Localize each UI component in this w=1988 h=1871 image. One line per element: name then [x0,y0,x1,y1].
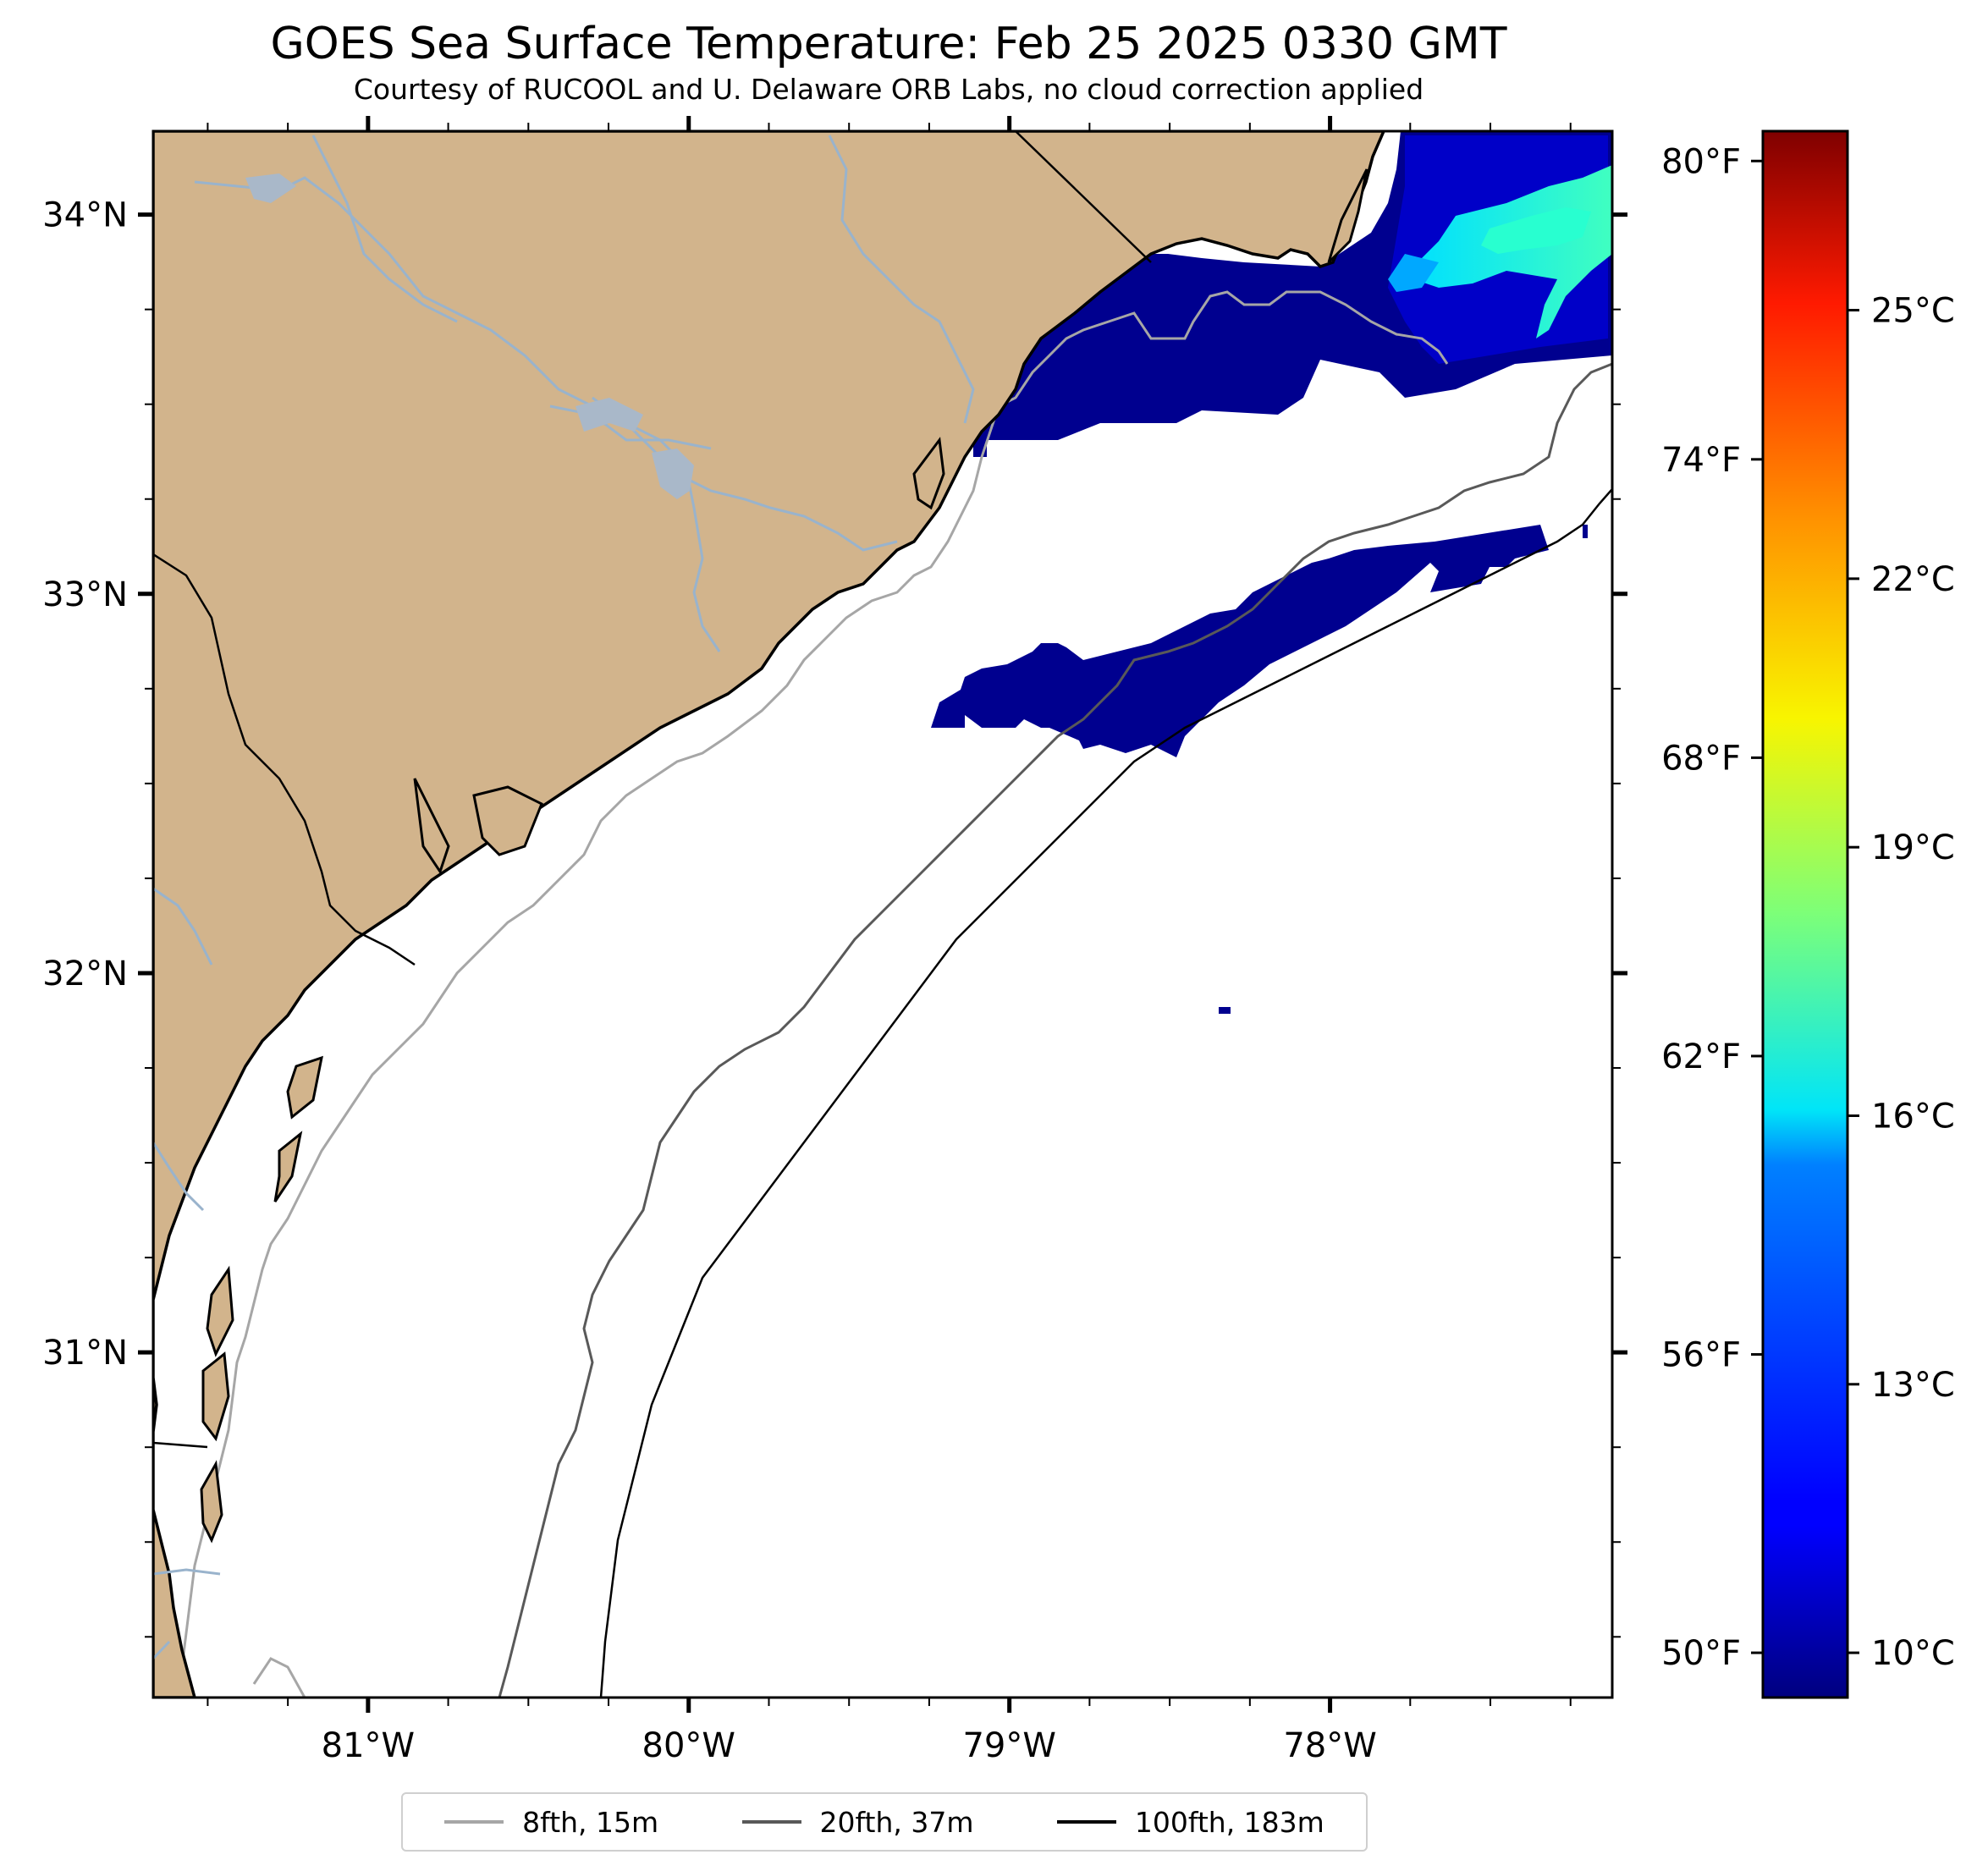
legend-label-8fth: 8fth, 15m [522,1805,659,1839]
lake-marion [575,398,643,432]
river-7 [153,1142,205,1212]
reservoir-north [245,173,296,203]
island-8 [201,1351,230,1442]
fahrenheit-tick-label: 62°F [1661,1037,1741,1076]
celsius-tick-label: 16°C [1871,1097,1955,1136]
river-3 [828,135,975,424]
river-4 [592,396,721,652]
map-subtitle: Courtesy of RUCOOL and U. Delaware ORB L… [353,73,1424,106]
boundary-sc-ga [153,553,416,966]
fahrenheit-tick-label: 74°F [1661,441,1741,480]
map-axis-ticks: 81°W 80°W 79°W 78°W 34°N 33°N 32°N 31°N [42,116,1627,1765]
legend-swatch-8fth [444,1820,504,1824]
lat-tick-label: 31°N [42,1334,128,1373]
island-4 [472,785,543,856]
map-title: GOES Sea Surface Temperature: Feb 25 202… [270,19,1507,69]
river-9 [153,1640,171,1660]
island-6 [273,1131,303,1202]
river-2 [311,135,458,323]
lake-moultrie [652,448,694,499]
state-boundaries [153,131,1152,1449]
lat-tick-label: 34°N [42,196,128,235]
island-1 [912,437,945,510]
island-9 [200,1460,223,1544]
contour-8fth-15m [180,290,1449,1698]
fahrenheit-tick-label: 56°F [1661,1336,1741,1375]
river-8 [153,1568,221,1576]
lon-tick-label: 80°W [642,1726,735,1765]
rivers [153,135,975,1660]
lon-tick-label: 81°W [322,1726,415,1765]
river-6 [153,887,213,966]
boundary-ga-fl [153,1441,208,1449]
contour-legend: 8fth, 15m 20fth, 37m 100fth, 183m [401,1792,1368,1852]
sst-warm-core-edge [1388,254,1439,292]
lon-tick-label: 79°W [962,1726,1055,1765]
island-5 [286,1055,323,1120]
contour-100fth-183m [599,488,1612,1698]
legend-item-100fth: 100fth, 183m [1056,1805,1324,1839]
sst-speck-1 [1219,1007,1231,1014]
celsius-tick-label: 25°C [1871,292,1955,331]
lat-tick-label: 32°N [42,955,128,993]
fahrenheit-tick-label: 80°F [1661,142,1741,181]
celsius-tick-label: 22°C [1871,560,1955,599]
lon-tick-label: 78°W [1283,1726,1376,1765]
colorbar [1761,129,1849,1699]
colorbar-ticks: 10°C 13°C 16°C 19°C 22°C 25°C 50°F 56°F 62°F 68°F… [1661,142,1955,1673]
legend-item-8fth: 8fth, 15m [444,1806,658,1839]
map-area [153,131,1612,1698]
lat-tick-label: 33°N [42,575,128,614]
celsius-tick-label: 19°C [1871,828,1955,867]
legend-label-100fth: 100fth, 183m [1134,1805,1324,1839]
sst-speck-2 [1583,525,1588,538]
boundary-nc-sc [1015,131,1152,263]
legend-swatch-20fth [741,1820,801,1824]
contour-20fth-37m [498,362,1612,1698]
river-1 [194,176,898,552]
island-3 [413,778,450,875]
fahrenheit-tick-label: 68°F [1661,739,1741,778]
legend-item-20fth: 20fth, 37m [741,1805,974,1839]
contour-8fth-15m-b [252,1657,306,1698]
celsius-tick-label: 13°C [1871,1366,1955,1405]
sst-patch-south [931,525,1549,757]
island-2 [1327,168,1368,264]
coastline-details [200,168,1368,1544]
celsius-tick-label: 10°C [1871,1634,1955,1673]
sst-warm-core-inner [1481,207,1591,254]
map-frame [151,129,1614,1699]
island-7 [206,1265,234,1357]
fahrenheit-tick-label: 50°F [1661,1634,1741,1673]
bathymetry-contours [180,290,1612,1698]
legend-label-20fth: 20fth, 37m [819,1805,974,1839]
land-mass [153,131,1385,1698]
legend-swatch-100fth [1056,1820,1116,1824]
